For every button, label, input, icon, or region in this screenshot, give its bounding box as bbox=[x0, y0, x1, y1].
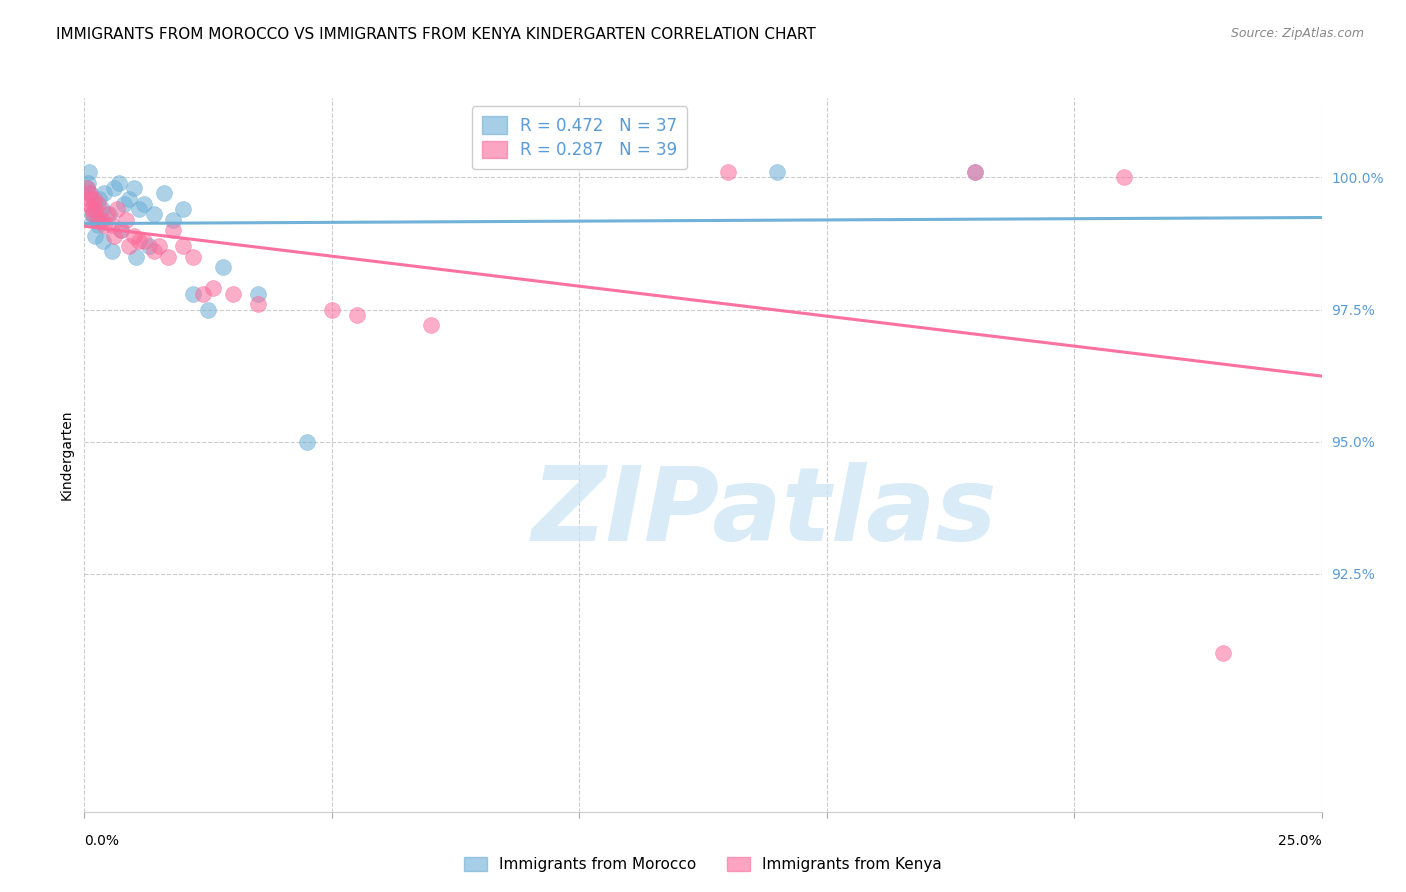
Text: ZIPatlas: ZIPatlas bbox=[531, 461, 998, 563]
Point bbox=[157, 250, 180, 264]
Point bbox=[115, 212, 138, 227]
Point bbox=[321, 302, 343, 317]
Point bbox=[86, 212, 108, 227]
Point bbox=[77, 176, 100, 190]
Point bbox=[93, 218, 115, 232]
Point bbox=[96, 207, 118, 221]
Legend: Immigrants from Morocco, Immigrants from Kenya: Immigrants from Morocco, Immigrants from… bbox=[457, 849, 949, 880]
Point bbox=[79, 186, 101, 201]
Point bbox=[82, 207, 104, 221]
Point bbox=[122, 181, 145, 195]
Point bbox=[110, 223, 132, 237]
Point bbox=[76, 181, 98, 195]
Point bbox=[91, 234, 114, 248]
Point bbox=[128, 202, 150, 216]
Point bbox=[84, 228, 107, 243]
Point bbox=[79, 165, 101, 179]
Point bbox=[82, 212, 104, 227]
Point bbox=[1212, 646, 1234, 660]
Point bbox=[419, 318, 441, 333]
Point bbox=[100, 218, 122, 232]
Point bbox=[197, 302, 219, 317]
Point bbox=[181, 286, 204, 301]
Text: Source: ZipAtlas.com: Source: ZipAtlas.com bbox=[1230, 27, 1364, 40]
Text: 0.0%: 0.0% bbox=[84, 834, 120, 848]
Point bbox=[118, 192, 141, 206]
Point bbox=[89, 212, 111, 227]
Point bbox=[112, 197, 135, 211]
Point bbox=[76, 181, 98, 195]
Point bbox=[84, 202, 107, 216]
Point bbox=[152, 186, 174, 201]
Point bbox=[90, 212, 112, 227]
Point bbox=[132, 234, 155, 248]
Point bbox=[717, 165, 740, 179]
Point bbox=[172, 239, 194, 253]
Point bbox=[162, 212, 184, 227]
Point bbox=[128, 234, 150, 248]
Point bbox=[105, 202, 128, 216]
Point bbox=[212, 260, 235, 275]
Point bbox=[77, 197, 100, 211]
Point bbox=[246, 297, 269, 311]
Point bbox=[122, 228, 145, 243]
Point bbox=[202, 281, 225, 295]
Point bbox=[965, 165, 987, 179]
Point bbox=[118, 239, 141, 253]
Point bbox=[87, 218, 110, 232]
Point bbox=[103, 228, 125, 243]
Point bbox=[1112, 170, 1135, 185]
Point bbox=[346, 308, 368, 322]
Point bbox=[181, 250, 204, 264]
Point bbox=[110, 223, 132, 237]
Text: IMMIGRANTS FROM MOROCCO VS IMMIGRANTS FROM KENYA KINDERGARTEN CORRELATION CHART: IMMIGRANTS FROM MOROCCO VS IMMIGRANTS FR… bbox=[56, 27, 815, 42]
Point bbox=[108, 176, 131, 190]
Point bbox=[148, 239, 170, 253]
Point bbox=[79, 186, 101, 201]
Point bbox=[246, 286, 269, 301]
Point bbox=[142, 244, 165, 259]
Point bbox=[132, 197, 155, 211]
Point bbox=[79, 192, 101, 206]
Point bbox=[93, 186, 115, 201]
Point bbox=[83, 197, 105, 211]
Point bbox=[222, 286, 245, 301]
Point bbox=[98, 207, 121, 221]
Point bbox=[100, 244, 122, 259]
Text: 25.0%: 25.0% bbox=[1278, 834, 1322, 848]
Legend: R = 0.472   N = 37, R = 0.287   N = 39: R = 0.472 N = 37, R = 0.287 N = 39 bbox=[471, 106, 688, 169]
Point bbox=[295, 434, 318, 449]
Point bbox=[87, 197, 110, 211]
Point bbox=[162, 223, 184, 237]
Point bbox=[142, 207, 165, 221]
Point bbox=[191, 286, 214, 301]
Point bbox=[103, 181, 125, 195]
Point bbox=[90, 202, 112, 216]
Point bbox=[172, 202, 194, 216]
Point bbox=[138, 239, 160, 253]
Point bbox=[80, 202, 103, 216]
Point bbox=[83, 192, 105, 206]
Point bbox=[89, 192, 111, 206]
Point bbox=[766, 165, 789, 179]
Y-axis label: Kindergarten: Kindergarten bbox=[59, 409, 73, 500]
Point bbox=[125, 250, 148, 264]
Point bbox=[80, 207, 103, 221]
Point bbox=[965, 165, 987, 179]
